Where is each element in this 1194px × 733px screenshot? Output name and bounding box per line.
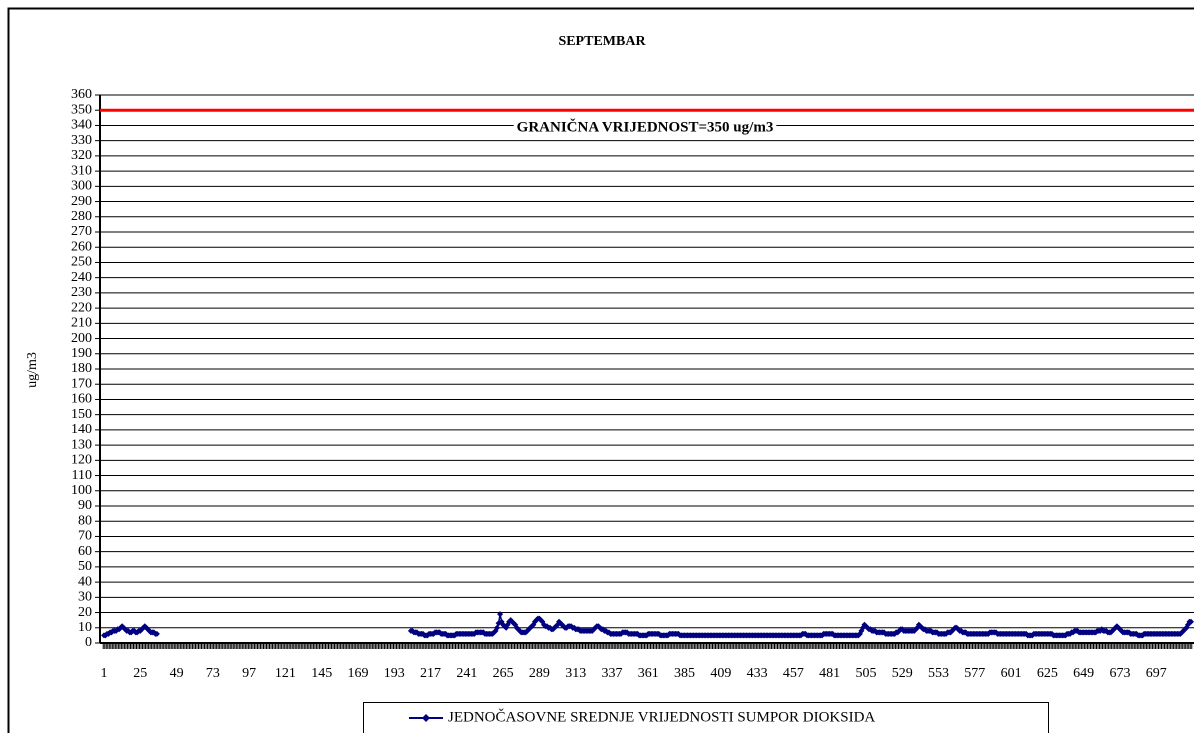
y-tick-label: 330 <box>71 133 92 148</box>
x-tick-label: 625 <box>1037 666 1058 681</box>
x-tick-label: 337 <box>601 666 622 681</box>
x-tick-label: 121 <box>275 666 296 681</box>
y-tick-label: 230 <box>71 285 92 300</box>
y-tick-label: 110 <box>72 468 92 483</box>
x-tick-label: 289 <box>529 666 550 681</box>
x-tick-label: 505 <box>855 666 876 681</box>
y-tick-label: 260 <box>71 239 92 254</box>
x-tick-label: 97 <box>242 666 256 681</box>
x-tick-label: 385 <box>674 666 695 681</box>
limit-label: GRANIČNA VRIJEDNOST=350 ug/m3 <box>517 119 774 136</box>
x-tick-label: 673 <box>1109 666 1130 681</box>
point <box>494 624 501 631</box>
y-tick-label: 70 <box>78 529 92 544</box>
y-tick-label: 150 <box>71 407 92 422</box>
y-tick-label: 210 <box>71 316 92 331</box>
y-tick-label: 50 <box>78 559 92 574</box>
legend-marker <box>422 714 430 722</box>
x-ticks <box>102 643 1193 649</box>
x-tick-label: 25 <box>133 666 147 681</box>
y-tick-label: 320 <box>71 148 92 163</box>
y-tick-label: 170 <box>71 376 92 391</box>
x-tick-label: 457 <box>783 666 804 681</box>
y-axis-label: ug/m3 <box>25 352 40 388</box>
y-tick-label: 350 <box>71 102 92 117</box>
x-tick-label: 697 <box>1146 666 1167 681</box>
x-tick-label: 577 <box>964 666 985 681</box>
x-tick-label: 265 <box>493 666 514 681</box>
x-tick-label: 49 <box>170 666 184 681</box>
y-tick-label: 250 <box>71 255 92 270</box>
point <box>1188 618 1194 625</box>
x-tick-label: 241 <box>456 666 477 681</box>
x-tick-label: 649 <box>1073 666 1094 681</box>
y-tick-label: 140 <box>71 422 92 437</box>
chart-title: SEPTEMBAR <box>558 34 646 49</box>
y-tick-label: 40 <box>78 574 92 589</box>
x-tick-label: 169 <box>347 666 368 681</box>
x-tick-label: 481 <box>819 666 840 681</box>
x-tick-label: 193 <box>384 666 405 681</box>
y-tick-label: 310 <box>71 163 92 178</box>
legend-label: JEDNOČASOVNE SREDNJE VRIJEDNOSTI SUMPOR … <box>448 708 875 725</box>
x-tick-label: 409 <box>710 666 731 681</box>
point <box>153 630 160 637</box>
point <box>497 611 504 618</box>
x-tick-label: 553 <box>928 666 949 681</box>
y-tick-label: 220 <box>71 300 92 315</box>
y-tick-label: 280 <box>71 209 92 224</box>
y-tick-label: 90 <box>78 498 92 513</box>
limit-label-bg <box>513 118 777 136</box>
y-tick-label: 120 <box>71 453 92 468</box>
y-tick-label: 340 <box>71 118 92 133</box>
y-tick-label: 180 <box>71 361 92 376</box>
y-tick-label: 10 <box>78 620 92 635</box>
y-tick-label: 300 <box>71 179 92 194</box>
plot-area: GRANIČNA VRIJEDNOST=350 ug/m3 <box>100 108 1194 639</box>
x-tick-label: 73 <box>206 666 220 681</box>
x-tick-label: 1 <box>101 666 108 681</box>
y-tick-label: 240 <box>71 270 92 285</box>
x-tick-label: 601 <box>1001 666 1022 681</box>
x-tick-label: 145 <box>311 666 332 681</box>
y-tick-label: 190 <box>71 346 92 361</box>
y-tick-label: 20 <box>78 605 92 620</box>
x-tick-label: 217 <box>420 666 441 681</box>
legend <box>363 702 1049 733</box>
chart-frame <box>7 7 1194 733</box>
y-tick-label: 130 <box>71 437 92 452</box>
x-tick-label: 529 <box>892 666 913 681</box>
y-tick-label: 0 <box>85 635 92 650</box>
y-tick-label: 100 <box>71 483 92 498</box>
y-tick-label: 290 <box>71 194 92 209</box>
y-tick-label: 270 <box>71 224 92 239</box>
x-tick-label: 433 <box>747 666 768 681</box>
y-tick-label: 60 <box>78 544 92 559</box>
x-tick-label: 361 <box>638 666 659 681</box>
y-tick-label: 160 <box>71 392 92 407</box>
y-tick-label: 30 <box>78 590 92 605</box>
y-tick-label: 80 <box>78 513 92 528</box>
y-tick-label: 200 <box>71 331 92 346</box>
y-tick-label: 360 <box>71 87 92 102</box>
x-tick-label: 313 <box>565 666 586 681</box>
grid: 0102030405060708090100110120130140150160… <box>71 87 1194 681</box>
